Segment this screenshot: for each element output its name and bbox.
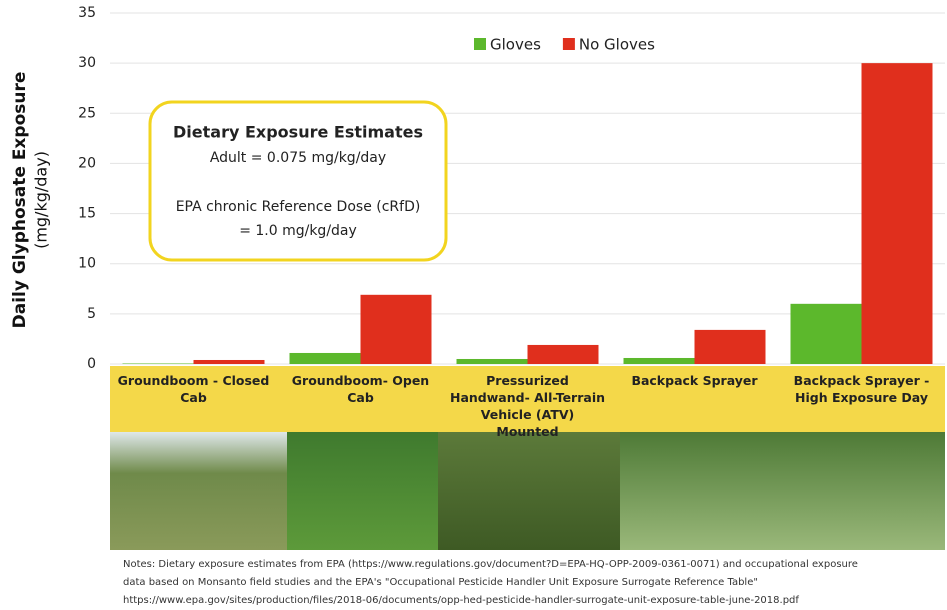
bar: [695, 330, 766, 364]
page: 0 5 10 15 20 25 30 35 Gloves No Gloves Dietary Ex…: [0, 0, 947, 610]
y-tick-label: 15: [78, 206, 96, 222]
bar: [457, 359, 528, 364]
legend-swatch: [474, 38, 486, 50]
legend-label: No Gloves: [579, 36, 655, 54]
note-line: Notes: Dietary exposure estimates from E…: [123, 556, 858, 574]
note-line: data based on Monsanto field studies and…: [123, 574, 858, 592]
y-axis-label: Daily Glyphosate Exposure: [10, 72, 30, 329]
photo: [287, 432, 438, 550]
x-tick-label: Backpack Sprayer: [615, 372, 775, 430]
note-line: https://www.epa.gov/sites/production/fil…: [123, 592, 858, 610]
annotation-line: Adult = 0.075 mg/kg/day: [210, 150, 386, 166]
photo: [110, 432, 287, 550]
y-tick-label: 35: [78, 5, 96, 21]
notes: Notes: Dietary exposure estimates from E…: [123, 556, 858, 610]
y-tick-label: 0: [87, 356, 96, 372]
chart: 0 5 10 15 20 25 30 35 Gloves No Gloves Dietary Ex…: [0, 0, 947, 610]
bar: [862, 63, 933, 364]
bar: [624, 358, 695, 364]
legend-label: Gloves: [490, 36, 541, 54]
bar: [123, 363, 194, 364]
y-tick-label: 30: [78, 55, 96, 71]
bar: [791, 304, 862, 364]
x-tick-label: Groundboom - Closed Cab: [114, 372, 274, 430]
x-tick-label: Backpack Sprayer - High Exposure Day: [782, 372, 942, 430]
x-tick-label: Groundboom- Open Cab: [281, 372, 441, 430]
bar: [528, 345, 599, 364]
legend-swatch: [563, 38, 575, 50]
photo: [438, 432, 620, 550]
annotation-title: Dietary Exposure Estimates: [173, 123, 423, 142]
photo: [620, 432, 945, 550]
y-tick-label: 10: [78, 256, 96, 272]
bar: [194, 360, 265, 364]
x-tick-label: Pressurized Handwand- All-Terrain Vehicl…: [448, 372, 608, 430]
annotation-line: EPA chronic Reference Dose (cRfD): [176, 199, 421, 215]
annotation-line: = 1.0 mg/kg/day: [239, 223, 357, 239]
y-tick-label: 20: [78, 155, 96, 171]
y-tick-label: 25: [78, 105, 96, 121]
y-axis-units: (mg/kg/day): [32, 151, 51, 249]
bar: [290, 353, 361, 364]
bar: [361, 295, 432, 364]
y-tick-label: 5: [87, 306, 96, 322]
